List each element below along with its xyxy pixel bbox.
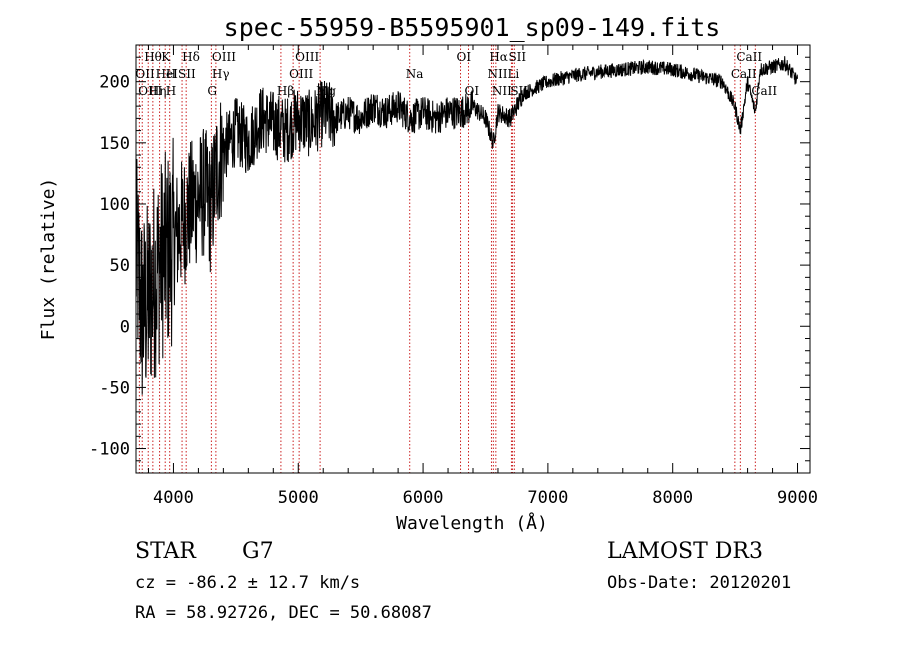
spectral-line-label: Hα xyxy=(489,50,508,64)
x-tick-label: 5000 xyxy=(278,488,319,508)
spectral-line-label: Hθ xyxy=(144,50,162,64)
redshift-value: cz = -86.2 ± 12.7 km/s xyxy=(135,573,361,593)
spectral-line-label: Na xyxy=(406,67,424,81)
spectral-line-label: CaII xyxy=(751,84,777,98)
spectral-line-label: CaII xyxy=(736,50,762,64)
spectral-line-label: Hγ xyxy=(212,67,230,81)
coordinates: RA = 58.92726, DEC = 50.68087 xyxy=(135,603,432,623)
observation-date: Obs-Date: 20120201 xyxy=(607,573,792,593)
y-tick-label: 150 xyxy=(99,134,130,154)
y-tick-label: -50 xyxy=(99,378,130,398)
spectral-line-label: CaII xyxy=(731,67,757,81)
spectral-line-label: OIII xyxy=(289,67,313,81)
chart-title: spec-55959-B5595901_sp09-149.fits xyxy=(224,13,721,42)
spectral-line-label: Hβ xyxy=(277,84,294,98)
spectral-line-label: OII xyxy=(135,67,155,81)
spectral-line-label: Li xyxy=(507,67,519,81)
x-tick-label: 7000 xyxy=(527,488,568,508)
object-class: STAR xyxy=(135,539,196,564)
y-tick-label: 50 xyxy=(110,256,130,276)
y-tick-label: 0 xyxy=(120,317,130,337)
x-axis: 4000 5000 6000 7000 8000 9000 xyxy=(147,45,818,508)
x-tick-label: 8000 xyxy=(652,488,693,508)
spectral-line-label: OIII xyxy=(138,84,162,98)
spectral-line-label: SII xyxy=(178,67,196,81)
spectral-line-label: HeI xyxy=(156,67,179,81)
spectral-line-label: H xyxy=(166,67,176,81)
spectral-line-label: SII xyxy=(508,50,526,64)
spectral-line-label: G xyxy=(207,84,217,98)
y-tick-label: 200 xyxy=(99,73,130,93)
y-axis-label: Flux (relative) xyxy=(38,178,59,341)
spectral-line-label: NII xyxy=(487,67,507,81)
survey-name: LAMOST DR3 xyxy=(607,539,763,564)
spectral-line-label: K xyxy=(161,50,171,64)
x-tick-label: 9000 xyxy=(777,488,818,508)
object-subclass: G7 xyxy=(242,539,274,564)
x-tick-label: 6000 xyxy=(403,488,444,508)
y-axis: -100 -50 0 50 100 150 200 xyxy=(89,56,810,462)
spectral-line-label: OI xyxy=(457,50,472,64)
flux-series-line xyxy=(135,56,798,395)
spectral-line-label: H xyxy=(166,84,176,98)
y-tick-label: 100 xyxy=(99,195,130,215)
x-tick-label: 4000 xyxy=(153,488,194,508)
spectral-line-label: NII xyxy=(492,84,512,98)
spectral-line-label: Hδ xyxy=(182,50,200,64)
spectral-line-label: Hη xyxy=(149,84,167,98)
spectral-line-label: OIII xyxy=(295,50,319,64)
spectral-line-label: OIII xyxy=(212,50,236,64)
x-axis-label: Wavelength (Å) xyxy=(396,512,548,534)
y-tick-label: -100 xyxy=(89,440,130,460)
